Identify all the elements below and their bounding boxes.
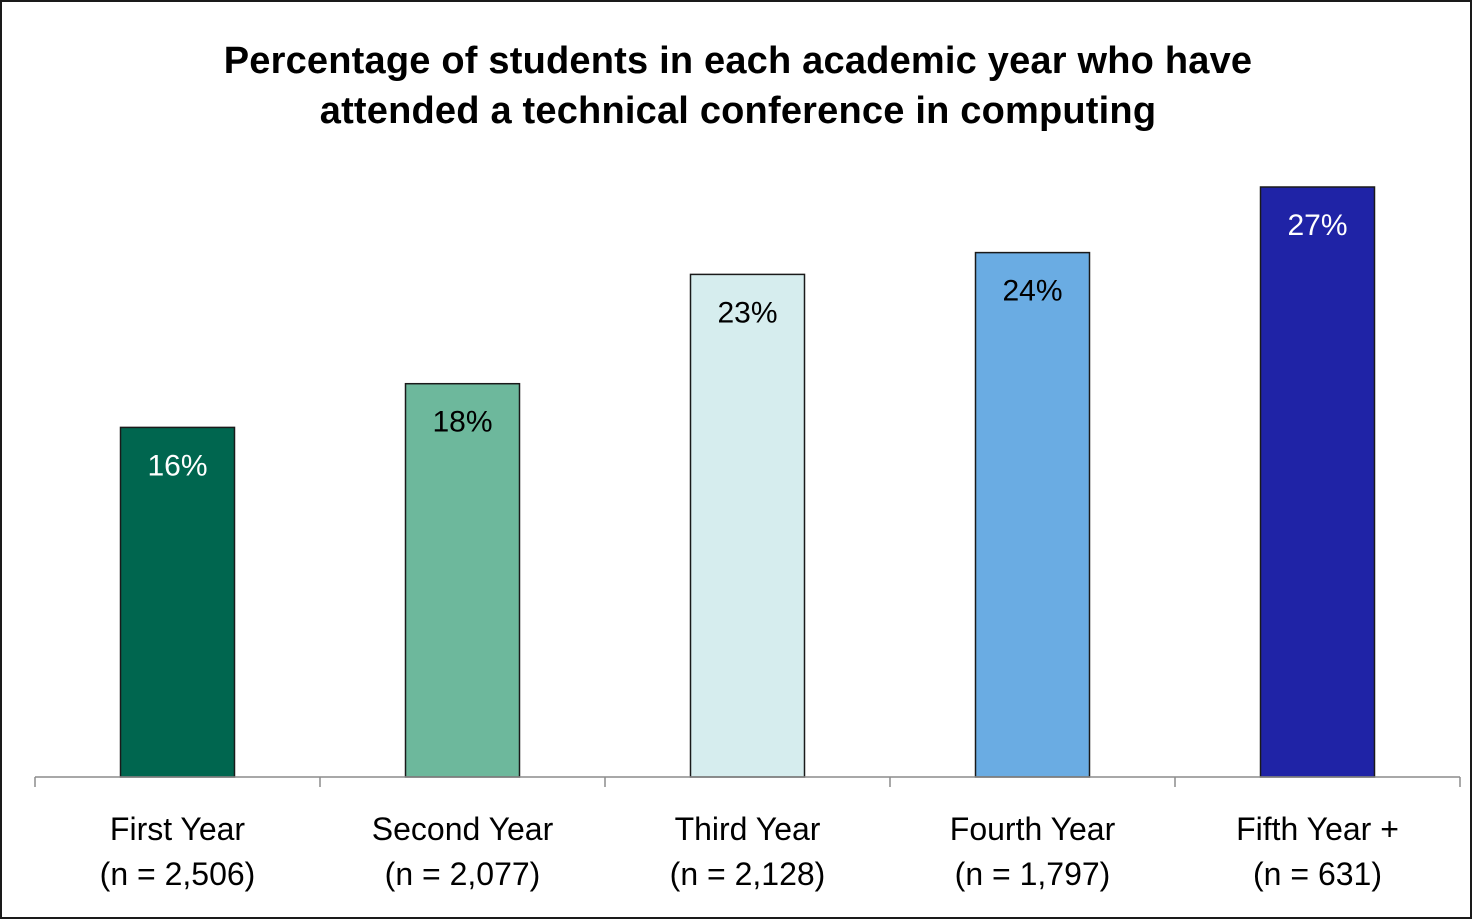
chart-title-line-1: Percentage of students in each academic …: [223, 40, 1253, 82]
bar-3: [689, 273, 806, 778]
data-label-4: 24%: [1002, 275, 1062, 308]
category-label-3: Third Year: [675, 811, 821, 847]
chart-title: Percentage of students in each academic …: [2, 36, 1472, 136]
category-label-1: First Year: [110, 811, 246, 847]
category-label-5: Fifth Year +: [1236, 811, 1399, 847]
category-label-4: Fourth Year: [950, 811, 1116, 847]
category-sample-2: (n = 2,077): [385, 856, 541, 892]
bar-1: [119, 426, 236, 778]
data-label-2: 18%: [432, 406, 492, 439]
data-label-5: 27%: [1287, 209, 1347, 242]
category-sample-5: (n = 631): [1253, 856, 1382, 892]
chart-title-line-2: attended a technical conference in compu…: [319, 90, 1157, 132]
data-label-3: 23%: [717, 296, 777, 329]
category-sample-3: (n = 2,128): [670, 856, 826, 892]
bar-5: [1259, 186, 1376, 778]
category-label-2: Second Year: [372, 811, 554, 847]
bar-4: [974, 251, 1091, 778]
data-label-1: 16%: [147, 449, 207, 482]
bar-2: [404, 382, 521, 778]
category-sample-4: (n = 1,797): [955, 856, 1111, 892]
category-sample-1: (n = 2,506): [100, 856, 256, 892]
